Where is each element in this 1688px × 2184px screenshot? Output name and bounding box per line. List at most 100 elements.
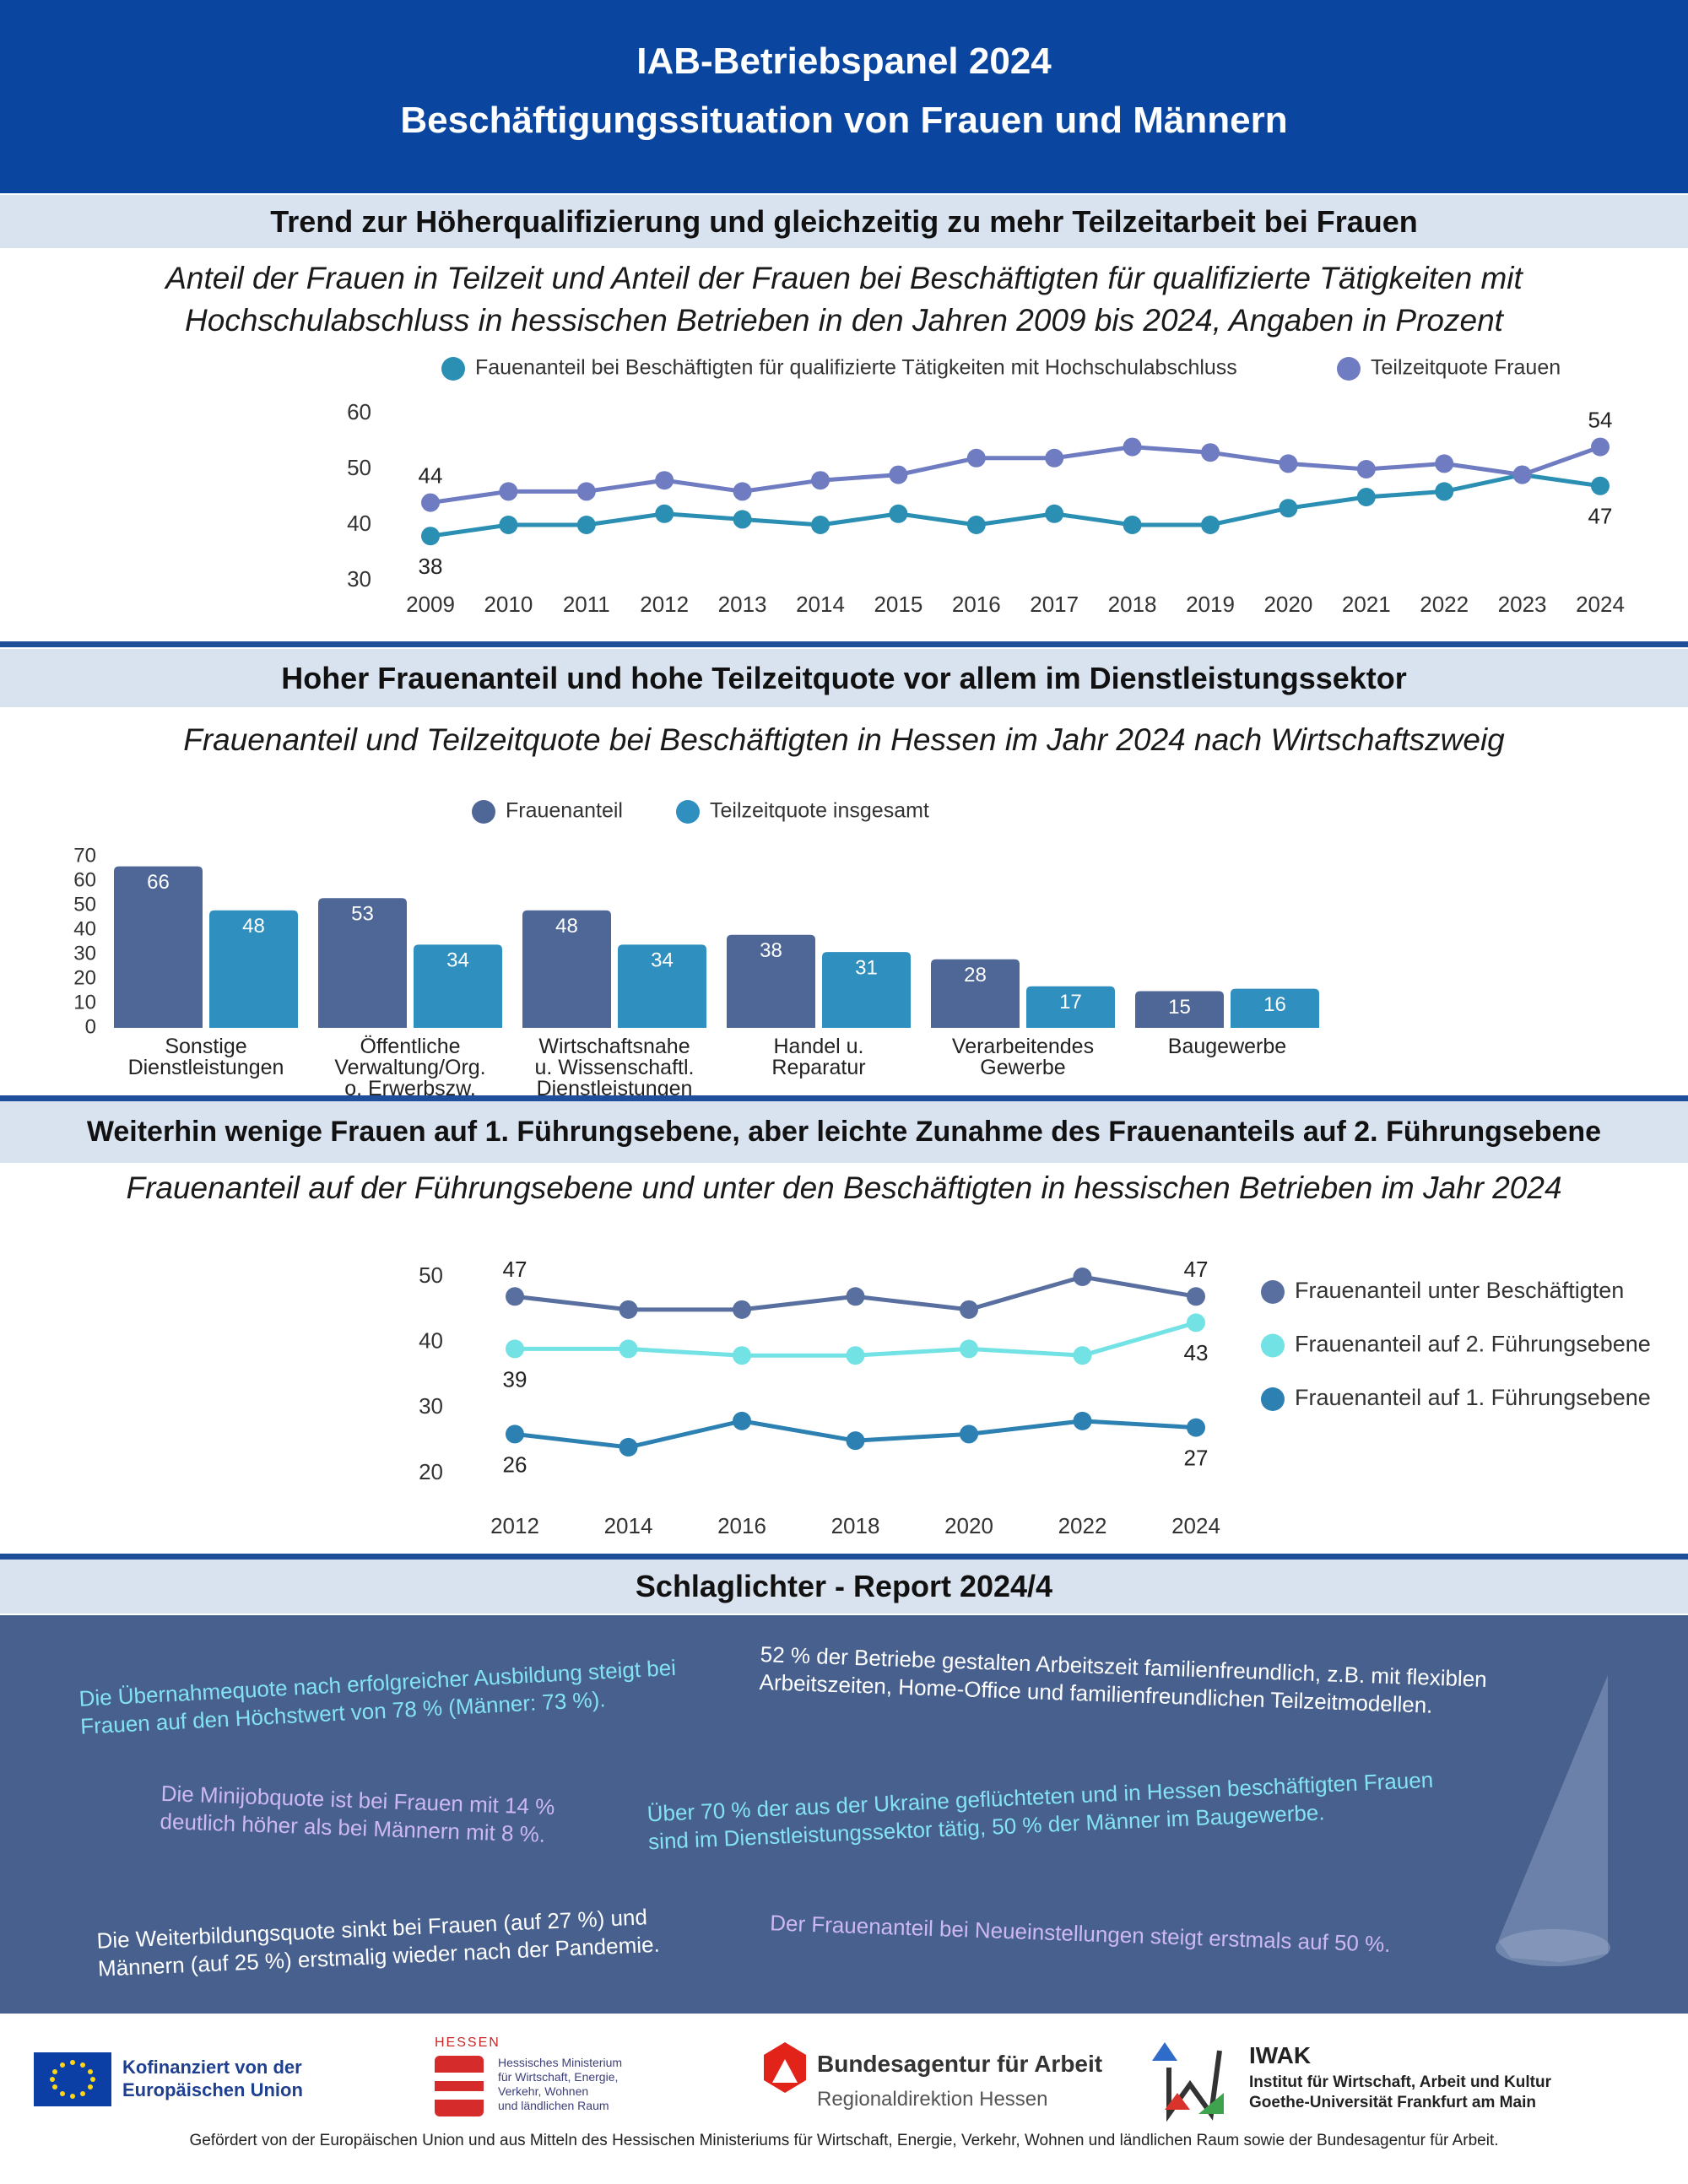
data-label: 47	[1588, 504, 1613, 529]
point	[1123, 437, 1142, 457]
legend-label: Frauenanteil	[506, 799, 623, 823]
point	[499, 482, 518, 501]
data-label: 15	[1168, 996, 1191, 1019]
x-tick-label: 2016	[717, 1513, 766, 1538]
legend-marker	[1261, 1387, 1285, 1411]
point	[1045, 448, 1064, 468]
legend-marker	[1337, 357, 1361, 381]
bar	[931, 959, 1020, 1028]
x-tick-label: 2015	[874, 592, 922, 617]
point	[619, 1300, 638, 1319]
point	[576, 482, 596, 501]
point	[1356, 460, 1376, 478]
x-tick-label: Baugewerbe	[1168, 1035, 1286, 1058]
x-tick-label: 2012	[640, 592, 689, 617]
bar	[318, 898, 407, 1028]
y-tick-label: 30	[419, 1393, 443, 1419]
point	[499, 516, 518, 534]
point	[421, 493, 440, 512]
legend-label: Teilzeitquote Frauen	[1371, 356, 1561, 380]
point	[655, 504, 674, 523]
point	[1591, 476, 1610, 495]
y-tick-label: 40	[419, 1328, 443, 1354]
point	[846, 1346, 865, 1365]
bar	[822, 952, 911, 1028]
y-tick-label: 50	[419, 1262, 443, 1288]
point	[846, 1431, 865, 1451]
x-tick-label: Öffentliche Verwaltung/Org. o. Erwerbszw.	[334, 1035, 485, 1100]
point	[619, 1437, 638, 1457]
x-tick-label: 2019	[1186, 592, 1235, 617]
x-tick-label: 2013	[718, 592, 767, 617]
iwak-green	[1198, 2093, 1224, 2114]
legend-marker	[1261, 1280, 1285, 1304]
data-label: 17	[1059, 991, 1082, 1014]
subtitle: Beschäftigungssituation von Frauen und M…	[400, 100, 1288, 141]
x-tick-label: 2017	[1030, 592, 1079, 617]
hessen-shield	[435, 2056, 484, 2116]
hessen-label: HESSEN	[435, 2035, 500, 2050]
point	[506, 1339, 524, 1359]
legend-marker	[1261, 1333, 1285, 1358]
x-tick-label: 2012	[490, 1513, 539, 1538]
iwak-triangle	[1152, 2042, 1177, 2061]
hessen-stripe	[435, 2091, 484, 2100]
ba-text: Bundesagentur für Arbeit	[817, 2051, 1103, 2077]
data-label: 53	[351, 903, 374, 926]
data-label: 39	[503, 1366, 528, 1392]
x-tick-label: 2018	[1108, 592, 1157, 617]
point	[889, 465, 908, 484]
data-label: 34	[651, 949, 674, 972]
point	[1187, 1313, 1205, 1333]
legend-marker	[472, 800, 495, 824]
y-tick-label: 0	[85, 1015, 96, 1038]
iwak-logo	[1166, 2050, 1222, 2122]
bar	[1135, 991, 1224, 1028]
y-tick-label: 20	[73, 966, 96, 989]
point	[1279, 499, 1298, 518]
series-line	[430, 445, 1601, 505]
bar	[727, 934, 815, 1028]
point	[655, 471, 674, 490]
point	[619, 1339, 638, 1359]
point	[1201, 443, 1220, 462]
point	[811, 516, 830, 534]
legend-marker	[676, 800, 700, 824]
point	[1187, 1418, 1205, 1437]
point	[1591, 437, 1610, 457]
x-tick-label: 2014	[796, 592, 845, 617]
data-label: 31	[855, 956, 878, 979]
x-tick-label: 2021	[1342, 592, 1391, 617]
point	[960, 1424, 978, 1444]
data-label: 47	[503, 1257, 528, 1282]
eu-stars	[50, 2060, 95, 2099]
data-label: 27	[1184, 1446, 1209, 1471]
bar	[522, 910, 611, 1028]
data-label: 66	[147, 871, 170, 894]
x-tick-label: 2009	[406, 592, 455, 617]
hessen-stripe	[435, 2073, 484, 2081]
header-band	[0, 0, 1688, 193]
point	[811, 471, 830, 490]
point	[1279, 454, 1298, 473]
section-heading: Trend zur Höherqualifizierung und gleich…	[0, 195, 1688, 248]
data-label: 48	[555, 915, 578, 938]
point	[1201, 516, 1220, 534]
point	[1045, 504, 1064, 523]
y-tick-label: 50	[73, 893, 96, 916]
x-tick-label: Wirtschaftsnahe u. Wissenschaftl. Dienstle…	[535, 1035, 695, 1100]
bar	[1231, 988, 1319, 1028]
point	[1123, 516, 1142, 534]
ba-logo-mark	[772, 2059, 798, 2083]
point	[1073, 1268, 1092, 1286]
point	[846, 1287, 865, 1306]
legend-label: Fauenanteil bei Beschäftigten für qualif…	[475, 356, 1237, 380]
section-heading: Hoher Frauenanteil und hohe Teilzeitquot…	[0, 649, 1688, 707]
point	[1073, 1346, 1092, 1365]
data-label: 54	[1588, 407, 1613, 432]
point	[960, 1300, 978, 1319]
footnote: Gefördert von der Europäischen Union und…	[189, 2132, 1499, 2149]
bar	[1026, 986, 1115, 1028]
point	[733, 510, 752, 529]
